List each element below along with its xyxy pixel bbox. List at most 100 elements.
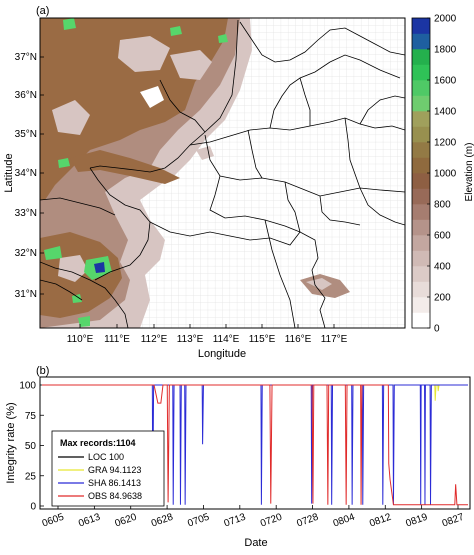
colorbar-bin	[412, 64, 430, 81]
map-x-tick-label: 117°E	[321, 334, 348, 345]
terrain-clearing-2	[170, 50, 212, 80]
chart-ticks	[40, 384, 459, 509]
terrain-top-peak	[94, 262, 105, 273]
colorbar-tick-label: 800	[434, 200, 451, 211]
legend-entry: GRA 94.1123	[88, 465, 141, 475]
boundary-central-4	[149, 221, 301, 246]
map-y-tick-label: 31°N	[15, 289, 37, 300]
chart-y-tick-label: 25	[25, 471, 37, 482]
colorbar-tick-label: 1800	[434, 45, 457, 56]
boundary-far-south	[264, 219, 296, 328]
panel-a-label: (a)	[36, 5, 49, 17]
series-line-sha	[42, 384, 468, 505]
map-x-tick-label: 113°E	[177, 334, 204, 345]
terrain-clearing-3	[52, 100, 90, 135]
terrain-green-5	[44, 246, 62, 260]
chart-series	[42, 384, 468, 506]
boundary-east-4	[299, 77, 311, 126]
chart-x-tick-label: 0613	[77, 512, 102, 530]
boundary-east-2	[359, 187, 405, 226]
terrain-clearing-1	[118, 36, 170, 72]
terrain-east-hill-inner	[306, 278, 332, 290]
map-y-tick-label: 32°N	[15, 248, 37, 259]
chart-x-tick-label: 0628	[150, 512, 175, 530]
chart-y-tick-label: 75	[25, 411, 37, 422]
chart-x-tick-label: 0705	[186, 512, 211, 530]
colorbar-bin	[412, 266, 430, 282]
legend-items: LOC 100 GRA 94.1123 SHA 86.1413 OBS 84.9638	[58, 452, 142, 501]
colorbar-tick-label: 600	[434, 231, 451, 242]
panel-b-label: (b)	[36, 365, 49, 377]
colorbar-tick-label: 400	[434, 262, 451, 273]
colorbar-bin	[412, 173, 430, 189]
chart-x-tick-label: 0620	[114, 512, 139, 530]
map-y-tick-label: 37°N	[15, 52, 37, 63]
chart-x-tick-label: 0605	[41, 512, 66, 530]
boundary-east-3	[269, 54, 401, 129]
colorbar-bin	[412, 297, 430, 313]
map-panel: (a)	[3, 5, 406, 360]
chart-y-tick-label: 100	[19, 381, 36, 392]
colorbar-tick-label: 0	[434, 324, 440, 335]
colorbar-bins	[412, 18, 430, 329]
map-x-tick-label: 116°E	[285, 334, 312, 345]
legend-title: Max records:1104	[60, 438, 136, 448]
chart-x-tick-label: 0827	[441, 512, 466, 530]
map-x-tick-labels: 110°E 111°E 112°E 113°E 114°E 115°E 116°E 117°E	[67, 334, 348, 345]
colorbar-tick-label: 1200	[434, 138, 457, 149]
colorbar-bin	[412, 142, 430, 158]
colorbar-tick-label: 1600	[434, 76, 457, 87]
map-x-tick-label: 115°E	[249, 334, 276, 345]
map-x-axis-label: Longitude	[198, 348, 246, 360]
colorbar-bin	[412, 235, 430, 251]
colorbar-bin	[412, 49, 430, 65]
colorbar-tick-labels: 0 200 400 600 800 1000 1200 1400 1600 1800 2000	[427, 14, 457, 335]
chart-x-tick-label: 0804	[332, 512, 357, 530]
boundary-southwest	[40, 261, 129, 328]
terrain-white-gap	[140, 86, 164, 108]
boundary-central-7	[319, 195, 361, 226]
colorbar-bin	[412, 281, 430, 298]
elevation-colorbar: 0 200 400 600 800 1000 1200 1400 1600 1800 2000 El…	[411, 14, 474, 335]
terrain-green-7	[78, 316, 90, 327]
series-line-obs	[42, 384, 468, 506]
terrain-green-1	[63, 18, 76, 30]
colorbar-bin	[412, 204, 430, 220]
colorbar-bin	[412, 219, 430, 236]
terrain-green-8	[72, 294, 82, 303]
map-x-tick-label: 114°E	[213, 334, 240, 345]
chart-y-tick-label: 0	[30, 502, 36, 513]
map-y-tick-label: 33°N	[15, 208, 37, 219]
chart-y-axis-label: Integrity rate (%)	[5, 402, 17, 483]
colorbar-tick-label: 200	[434, 293, 451, 304]
colorbar-bin	[412, 157, 430, 174]
terrain-green-2	[170, 26, 182, 36]
chart-x-tick-label: 0728	[295, 512, 320, 530]
colorbar-tick-label: 1000	[434, 169, 457, 180]
chart-x-tick-label: 0720	[259, 512, 284, 530]
terrain-green-3	[218, 34, 228, 43]
map-y-tick-label: 34°N	[15, 168, 37, 179]
chart-x-tick-labels: 0605 0613 0620 0628 0705 0713 0720 0728 0804 0812…	[41, 512, 466, 530]
boundary-central-6	[284, 181, 301, 233]
colorbar-bin	[412, 95, 430, 112]
colorbar-bin	[412, 126, 430, 143]
chart-y-tick-labels: 0 25 50 75 100	[19, 381, 36, 513]
colorbar-bin	[412, 312, 430, 329]
legend-entry: OBS 84.9638	[88, 491, 142, 501]
map-y-tick-labels: 31°N 32°N 33°N 34°N 35°N 36°N 37°N	[15, 52, 37, 300]
colorbar-tick-label: 2000	[434, 14, 457, 25]
terrain-layers	[40, 18, 350, 328]
boundary-west-1	[89, 19, 239, 173]
colorbar-bin	[412, 111, 430, 127]
map-x-tick-label: 112°E	[141, 334, 168, 345]
chart-x-tick-label: 0819	[404, 512, 429, 530]
chart-x-axis-label: Date	[244, 537, 267, 549]
map-y-tick-label: 36°N	[15, 90, 37, 101]
chart-y-tick-label: 50	[25, 441, 37, 452]
legend-entry: LOC 100	[88, 452, 124, 462]
boundary-west-3	[40, 197, 116, 216]
colorbar-tick-label: 1400	[434, 107, 457, 118]
colorbar-bin	[412, 33, 430, 50]
